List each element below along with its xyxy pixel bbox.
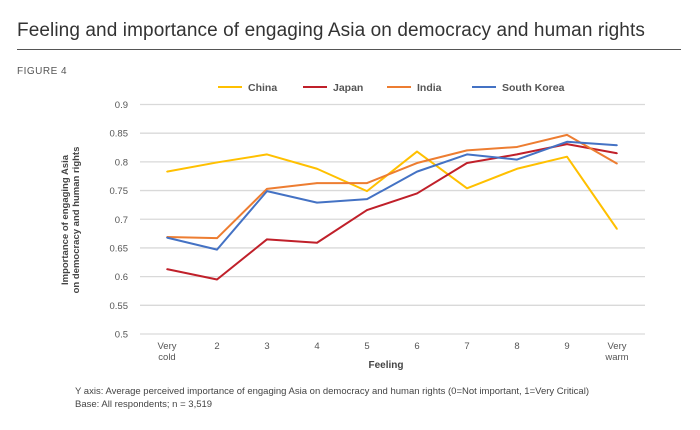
x-tick-label: 8 [514,341,519,352]
y-axis-title-line: on democracy and human rights [71,147,82,294]
y-tick-label: 0.8 [115,157,128,168]
series-line-south-korea [166,140,618,251]
x-tick-label: 3 [264,341,269,352]
data-point [516,158,518,161]
y-tick-label: 0.65 [110,243,129,254]
y-axis-title-line: Importance of engaging Asia [60,154,71,285]
data-point [466,187,468,190]
data-point [566,143,568,145]
data-point [516,167,518,170]
y-tick-label: 0.5 [115,330,128,341]
y-tick-label: 0.6 [115,272,128,283]
data-point [216,161,218,164]
x-tick-label: Very [607,341,626,352]
chart-title: Feeling and importance of engaging Asia … [17,20,645,41]
data-point [566,134,568,136]
data-point [566,155,568,158]
x-tick-label: 5 [364,341,369,352]
figure-label: FIGURE 4 [17,66,68,77]
x-axis-title: Feeling [368,360,403,371]
y-tick-label: 0.85 [110,129,129,140]
data-point [416,170,418,173]
y-tick-label: 0.75 [110,186,129,197]
footnote-y-axis: Y axis: Average perceived importance of … [75,386,589,397]
series-line-japan [166,143,618,281]
legend-label: India [417,82,442,94]
data-point [616,162,618,165]
data-point [266,190,268,192]
data-point [316,241,318,244]
data-point [266,188,268,190]
data-point [166,268,168,270]
x-tick-label: 4 [314,341,319,352]
data-point [616,152,618,155]
legend-label: China [248,82,277,94]
data-point [616,144,618,147]
data-point [366,198,368,200]
legend-label: South Korea [502,82,565,94]
x-tick-label: 7 [464,341,469,352]
data-point [466,153,468,156]
data-point [516,146,518,148]
data-point [616,228,618,230]
data-point [316,182,318,184]
data-point [366,182,368,184]
data-point [166,236,168,239]
data-point [416,150,418,153]
x-tick-label: 6 [414,341,419,352]
data-point [316,167,318,170]
footnote-base: Base: All respondents; n = 3,519 [75,399,213,410]
x-tick-label: warm [604,352,628,363]
x-tick-label: 2 [214,341,219,352]
y-tick-label: 0.55 [110,301,129,312]
data-point [216,248,218,251]
series-line-china [166,150,618,230]
data-point [266,238,268,241]
data-point [216,278,218,281]
data-point [366,190,368,192]
data-point [416,192,418,195]
x-tick-label: 9 [564,341,569,352]
y-tick-label: 0.9 [115,100,128,111]
y-tick-label: 0.7 [115,215,128,226]
data-point [166,170,168,173]
data-point [566,140,568,143]
data-point [466,149,468,152]
x-tick-label: Very [157,341,176,352]
data-point [316,201,318,204]
y-axis-title: Importance of engaging Asiaon democracy … [60,147,82,294]
data-point [516,153,518,156]
series-line-india [166,133,618,240]
data-point [216,237,218,239]
data-point [466,162,468,164]
title-divider [17,49,681,50]
data-point [366,209,368,211]
data-point [416,162,418,164]
legend-label: Japan [333,82,363,94]
data-point [266,153,268,156]
x-tick-label: cold [158,352,175,363]
